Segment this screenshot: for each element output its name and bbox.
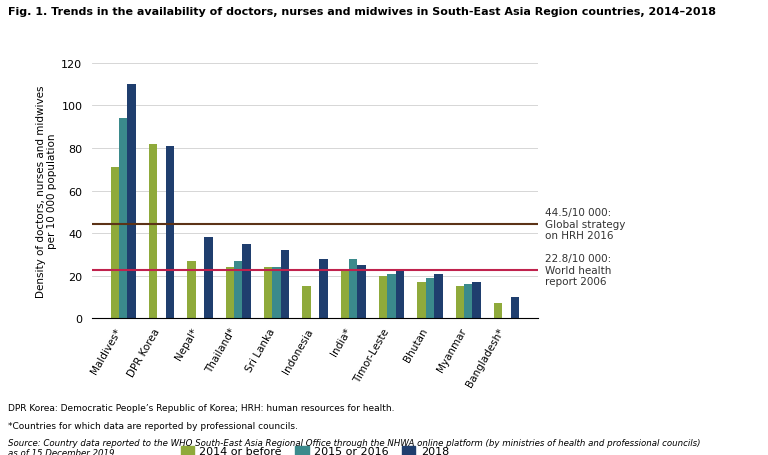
Text: DPR Korea: Democratic People’s Republic of Korea; HRH: human resources for healt: DPR Korea: Democratic People’s Republic … (8, 403, 394, 412)
Bar (166, 147, 174, 318)
Bar (349, 259, 357, 318)
Bar (472, 283, 481, 318)
Bar (303, 287, 311, 318)
Bar (243, 244, 251, 318)
Bar (149, 144, 157, 318)
Text: 22.8/10 000:
World health
report 2006: 22.8/10 000: World health report 2006 (545, 253, 611, 287)
Bar (357, 265, 366, 318)
Bar (340, 270, 349, 318)
Bar (396, 270, 404, 318)
Bar (319, 259, 327, 318)
Bar (281, 251, 290, 318)
Text: Fig. 1. Trends in the availability of doctors, nurses and midwives in South-East: Fig. 1. Trends in the availability of do… (8, 7, 716, 17)
Bar (204, 238, 213, 318)
Bar (187, 261, 196, 318)
Bar (127, 85, 136, 318)
Bar (455, 287, 464, 318)
Text: Source: Country data reported to the WHO South-East Asia Regional Office through: Source: Country data reported to the WHO… (8, 438, 700, 455)
Bar (387, 274, 396, 318)
Text: *Countries for which data are reported by professional councils.: *Countries for which data are reported b… (8, 421, 297, 430)
Bar (119, 119, 127, 318)
Bar (417, 283, 425, 318)
Y-axis label: Density of doctors, nurses and midwives
per 10 000 population: Density of doctors, nurses and midwives … (35, 85, 57, 297)
Bar (264, 268, 273, 318)
Bar (379, 276, 387, 318)
Bar (425, 278, 434, 318)
Legend: 2014 or before, 2015 or 2016, 2018: 2014 or before, 2015 or 2016, 2018 (176, 441, 454, 455)
Bar (226, 268, 234, 318)
Bar (273, 268, 281, 318)
Bar (234, 261, 243, 318)
Bar (464, 284, 472, 318)
Text: 44.5/10 000:
Global strategy
on HRH 2016: 44.5/10 000: Global strategy on HRH 2016 (545, 207, 626, 241)
Bar (494, 303, 502, 318)
Bar (434, 274, 442, 318)
Bar (111, 168, 119, 318)
Bar (511, 297, 519, 318)
